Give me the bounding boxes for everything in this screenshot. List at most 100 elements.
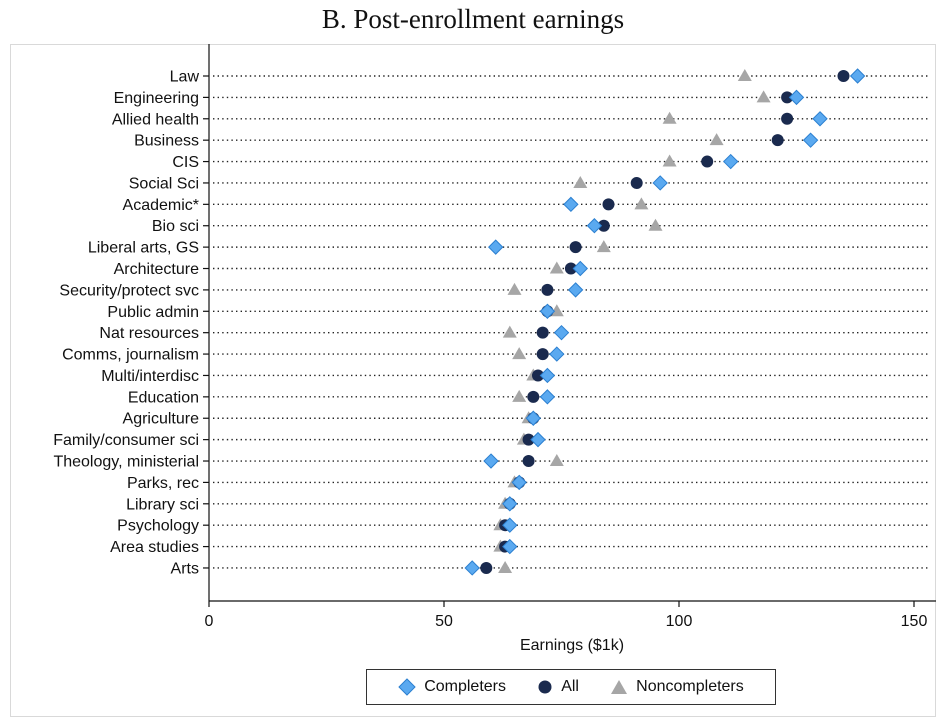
noncompleters-point — [512, 347, 527, 360]
completers-point — [487, 239, 504, 255]
noncompleters-point — [549, 304, 564, 317]
legend-circle-icon — [538, 680, 552, 694]
completers-point — [502, 496, 518, 512]
completers-point — [549, 346, 565, 362]
category-label: Agriculture — [123, 411, 200, 428]
x-tick-label: 150 — [901, 613, 928, 630]
noncompleters-point — [596, 240, 611, 253]
category-label: Liberal arts, GS — [88, 240, 199, 257]
completers-point — [553, 324, 570, 341]
category-label: Allied health — [112, 111, 199, 128]
legend-diamond-icon — [398, 678, 416, 696]
completers-point — [525, 410, 542, 426]
all-point — [781, 112, 794, 125]
all-point — [522, 433, 535, 446]
completers-point — [539, 389, 556, 405]
chart-frame — [10, 44, 936, 717]
noncompleters-point — [634, 197, 649, 210]
all-point — [630, 176, 643, 189]
chart-title: B. Post-enrollment earnings — [321, 4, 625, 34]
category-label: Theology, ministerial — [53, 454, 199, 471]
completers-point — [812, 111, 828, 127]
category-label: Library sci — [126, 496, 199, 513]
x-tick-label: 50 — [435, 613, 453, 630]
category-label: Academic* — [123, 197, 199, 214]
completers-point — [511, 474, 527, 491]
noncompleters-point — [662, 154, 677, 167]
all-point — [532, 369, 544, 382]
noncompleters-point — [512, 389, 527, 402]
noncompleters-point — [709, 133, 724, 146]
data-points — [464, 68, 866, 576]
legend: Completers All Noncompleters — [366, 669, 776, 705]
all-point — [602, 198, 615, 211]
legend-triangle-icon — [611, 680, 628, 694]
completers-point — [567, 282, 584, 298]
category-label: Bio sci — [152, 218, 199, 235]
all-point — [781, 91, 794, 104]
all-point — [597, 219, 610, 232]
completers-point — [539, 367, 556, 384]
legend-label-all: All — [561, 678, 579, 695]
x-axis-title: Earnings ($1k) — [520, 637, 624, 654]
completers-point — [502, 538, 518, 555]
completers-point — [722, 153, 739, 170]
noncompleters-point — [498, 560, 513, 573]
legend-item-all: All — [537, 678, 579, 696]
completers-point — [483, 453, 499, 469]
noncompleters-point — [662, 111, 677, 124]
legend-item-completers: Completers — [398, 678, 506, 696]
all-point — [480, 561, 493, 574]
all-point — [536, 326, 549, 339]
legend-label-noncompleters: Noncompleters — [636, 678, 744, 695]
all-point — [837, 70, 850, 82]
category-label: Law — [170, 69, 200, 86]
category-label: Multi/interdisc — [101, 368, 199, 385]
category-label: Arts — [171, 560, 199, 577]
category-label: Comms, journalism — [62, 347, 199, 364]
all-point — [527, 390, 540, 403]
completers-point — [502, 517, 518, 533]
category-label: Architecture — [114, 261, 199, 278]
all-point — [771, 134, 784, 147]
category-label: Education — [128, 389, 199, 406]
category-label: Psychology — [117, 518, 199, 535]
category-label: Family/consumer sci — [53, 432, 199, 449]
completers-point — [464, 560, 480, 576]
noncompleters-point — [737, 69, 752, 81]
noncompleters-point — [573, 175, 588, 188]
x-tick-label: 100 — [666, 613, 693, 630]
all-point — [536, 348, 549, 361]
all-point — [564, 262, 577, 275]
all-point — [541, 283, 554, 296]
completers-point — [563, 196, 579, 213]
completers-point — [652, 175, 668, 191]
category-label: Business — [134, 133, 199, 150]
all-point — [701, 155, 714, 168]
category-label: Security/protect svc — [59, 282, 199, 299]
category-label: Engineering — [114, 90, 199, 107]
category-label: CIS — [172, 154, 199, 171]
legend-label-completers: Completers — [424, 678, 506, 695]
x-tick-label: 0 — [205, 613, 214, 630]
all-point — [569, 241, 582, 254]
x-axis: 0 50 100 150 — [205, 44, 936, 630]
completers-point — [788, 89, 805, 106]
legend-item-noncompleters: Noncompleters — [610, 678, 744, 696]
category-label: Parks, rec — [127, 475, 199, 492]
category-label: Area studies — [110, 539, 199, 556]
noncompleters-point — [648, 218, 663, 231]
noncompleters-point — [502, 325, 517, 338]
completers-point — [572, 260, 589, 277]
all-point — [522, 455, 535, 468]
completers-point — [802, 132, 819, 148]
completers-point — [586, 218, 603, 234]
category-label: Public admin — [107, 304, 199, 321]
completers-point — [849, 68, 866, 84]
noncompleters-point — [507, 282, 522, 295]
completers-point — [530, 431, 546, 448]
category-label: Social Sci — [129, 175, 199, 192]
noncompleters-point — [549, 261, 564, 274]
noncompleters-point — [549, 454, 564, 467]
